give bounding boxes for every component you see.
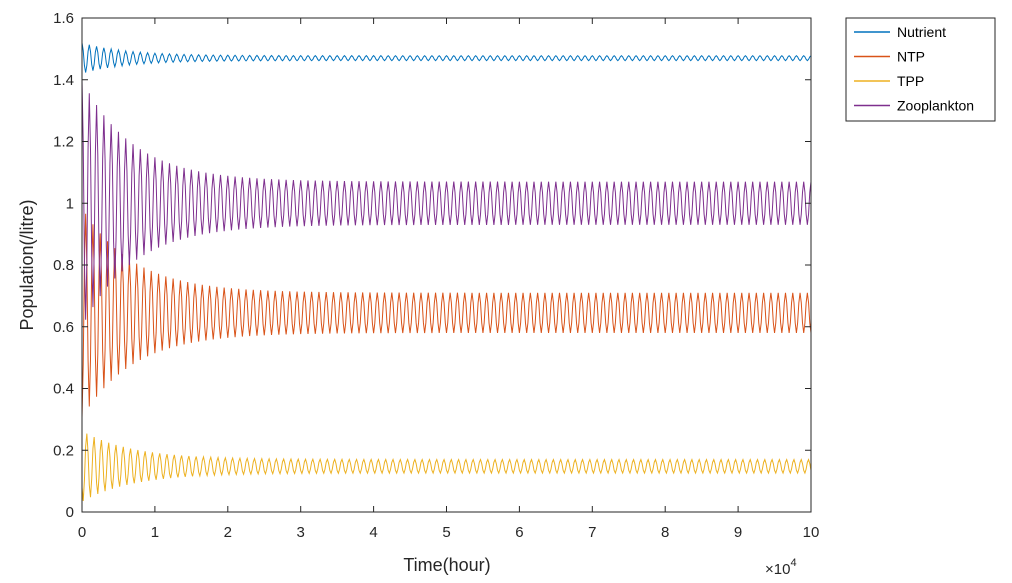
y-tick-label: 0.2	[53, 442, 74, 459]
x-axis: 0 1 2 3 4 5 6 7 8 9 10	[78, 18, 820, 541]
y-axis: 0 0.2 0.4 0.6 0.8 1 1.2 1.4 1.6	[53, 10, 811, 521]
plot-frame	[81, 17, 812, 513]
y-tick-label: 0.4	[53, 381, 74, 398]
series-line-nutrient	[81, 42, 812, 73]
y-tick-label: 0.6	[53, 319, 74, 336]
y-tick-label: 1.2	[53, 134, 74, 151]
series-layer	[81, 42, 812, 501]
x-tick-label: 0	[78, 524, 86, 541]
x-multiplier-exponent: 4	[790, 557, 796, 569]
x-axis-title: Time(hour)	[403, 555, 490, 575]
series-line-zooplankton	[81, 79, 812, 320]
x-tick-label: 7	[588, 524, 596, 541]
x-tick-label: 5	[442, 524, 450, 541]
x-tick-label: 10	[803, 524, 820, 541]
x-multiplier-base: ×10	[765, 561, 790, 578]
y-tick-label: 1.6	[53, 10, 74, 27]
legend-label-zooplankton: Zooplankton	[897, 98, 974, 114]
legend-label-tpp: TPP	[897, 73, 924, 89]
legend: Nutrient NTP TPP Zooplankton	[845, 17, 996, 122]
x-tick-label: 1	[151, 524, 159, 541]
legend-label-ntp: NTP	[897, 49, 925, 65]
x-multiplier: ×104	[765, 557, 797, 578]
x-tick-label: 9	[734, 524, 742, 541]
y-axis-title: Population(/litre)	[17, 199, 37, 330]
x-tick-label: 3	[297, 524, 305, 541]
y-tick-label: 0.8	[53, 257, 74, 274]
x-tick-label: 8	[661, 524, 669, 541]
series-line-tpp	[81, 433, 812, 501]
y-tick-label: 1	[66, 195, 74, 212]
x-tick-label: 2	[224, 524, 232, 541]
x-tick-label: 4	[369, 524, 377, 541]
y-tick-label: 0	[66, 504, 74, 521]
y-tick-label: 1.4	[53, 72, 74, 89]
legend-box	[845, 17, 996, 122]
legend-label-nutrient: Nutrient	[897, 24, 946, 40]
series-line-ntp	[81, 213, 812, 418]
x-tick-label: 6	[515, 524, 523, 541]
